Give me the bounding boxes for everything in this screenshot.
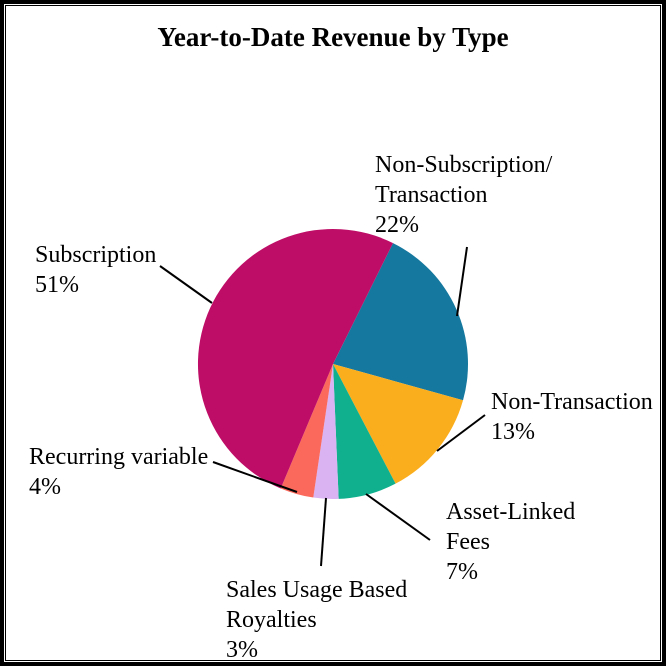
slice-label-recurring-variable: Recurring variable 4% (29, 444, 209, 500)
slice-label-subscription: Subscription 51% (35, 242, 157, 298)
leader-line (320, 497, 327, 567)
pie-slice-asset-linked-fees (333, 364, 396, 499)
slice-label-non-transaction: Non-Transaction 13% (491, 389, 653, 445)
leader-line (456, 246, 468, 317)
leader-line (212, 461, 298, 493)
pie-slice-sales-usage-based-royalties (313, 364, 339, 499)
pie-slice-non-transaction (333, 364, 464, 484)
leader-line (159, 265, 213, 304)
slice-label-asset-linked-fees: Asset-Linked Fees 7% (446, 499, 576, 585)
pie-slice-non-subscription-transaction (333, 243, 469, 401)
leader-line (436, 414, 486, 452)
slice-label-non-subscription-transaction: Non-Subscription/ Transaction 22% (375, 152, 553, 238)
pie-slice-recurring-variable (280, 364, 333, 498)
chart-title: Year-to-Date Revenue by Type (157, 22, 509, 52)
leader-line (365, 493, 431, 541)
pie-slice-subscription (197, 228, 394, 489)
slice-label-sales-usage-based-royalties: Sales Usage Based Royalties 3% (226, 577, 408, 663)
